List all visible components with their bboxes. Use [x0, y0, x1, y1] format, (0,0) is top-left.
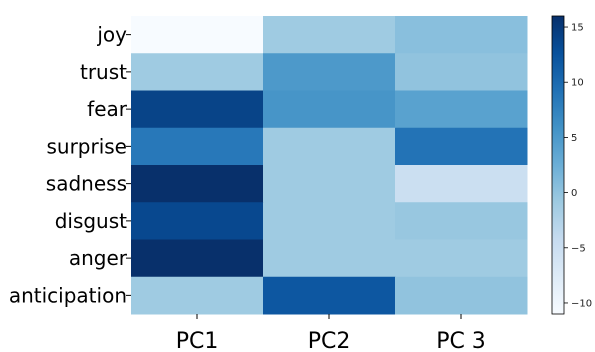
- row-label-anger: anger: [69, 246, 128, 270]
- colorbar-tick-label-4: −5: [571, 243, 586, 254]
- colorbar-tick-label-0: 15: [571, 23, 584, 34]
- row-label-disgust: disgust: [55, 209, 127, 233]
- heatmap-cell-joy-1: [263, 16, 396, 54]
- heatmap-cell-anger-0: [131, 239, 264, 278]
- colorbar-tick-label-3: 0: [571, 188, 577, 199]
- column-labels: PC1 PC2 PC 3: [176, 314, 486, 352]
- row-label-fear: fear: [87, 97, 128, 121]
- heatmap-cell-trust-2: [395, 53, 528, 91]
- heatmap-cell-joy-0: [131, 16, 264, 54]
- heatmap-cell-anticipation-2: [395, 276, 528, 315]
- heatmap-cell-trust-0: [131, 53, 264, 91]
- row-label-joy: joy: [96, 23, 127, 47]
- colorbar-tick-label-1: 10: [571, 78, 584, 89]
- colorbar-tick-label-5: −10: [571, 298, 592, 309]
- heatmap-cell-fear-1: [263, 90, 396, 129]
- row-label-sadness: sadness: [46, 172, 127, 196]
- heatmap-cell-fear-2: [395, 90, 528, 129]
- colorbar-frame: [551, 15, 565, 315]
- heatmap-cell-trust-1: [263, 53, 396, 91]
- heatmap-cell-anticipation-1: [263, 276, 396, 315]
- column-label-2: PC 3: [436, 329, 486, 352]
- row-label-trust: trust: [80, 60, 127, 84]
- heatmap-cell-sadness-1: [263, 165, 396, 203]
- column-label-1: PC2: [308, 329, 351, 352]
- colorbar-gradient: [552, 16, 564, 314]
- heatmap-cell-surprise-2: [395, 127, 528, 166]
- heatmap-cell-anticipation-0: [131, 276, 264, 315]
- row-label-surprise: surprise: [46, 134, 127, 158]
- heatmap-cell-sadness-2: [395, 165, 528, 203]
- colorbar-tick-label-2: 5: [571, 133, 577, 144]
- heatmap-cell-anger-1: [263, 239, 396, 278]
- heatmap-cell-sadness-0: [131, 165, 264, 203]
- row-label-anticipation: anticipation: [9, 283, 127, 307]
- heatmap-cell-disgust-0: [131, 202, 264, 240]
- heatmap-cell-joy-2: [395, 16, 528, 54]
- row-labels: joy trust fear surprise sadness disgust anger a…: [9, 23, 131, 307]
- heatmap-cell-disgust-2: [395, 202, 528, 240]
- heatmap-cell-surprise-0: [131, 127, 264, 166]
- colorbar: 15 10 5 0 −5 −10: [551, 15, 592, 315]
- heatmap-cells: [131, 16, 528, 315]
- heatmap-cell-disgust-1: [263, 202, 396, 240]
- heatmap-cell-anger-2: [395, 239, 528, 278]
- heatmap-cell-fear-0: [131, 90, 264, 129]
- column-label-0: PC1: [176, 329, 219, 352]
- heatmap-cell-surprise-1: [263, 127, 396, 166]
